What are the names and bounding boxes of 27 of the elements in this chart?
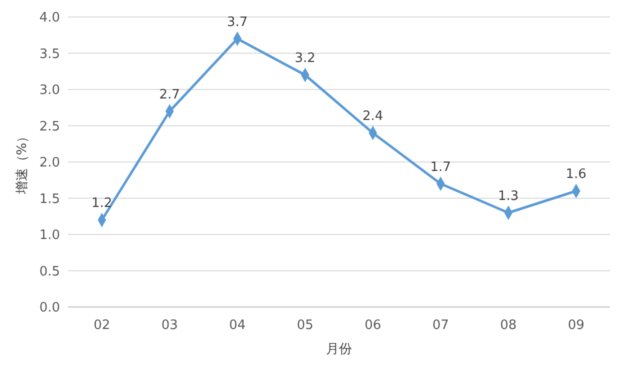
y-tick-label: 1.0 (39, 228, 60, 244)
y-tick-label: 3.0 (39, 83, 60, 98)
x-tick-label: 02 (94, 318, 110, 333)
x-tick-label: 09 (568, 318, 584, 333)
x-tick-label: 05 (296, 318, 314, 333)
data-label: 1.2 (92, 196, 112, 211)
x-tick-label: 07 (432, 318, 449, 333)
data-label: 1.7 (430, 160, 451, 175)
y-tick-label: 2.0 (39, 156, 60, 171)
data-label: 2.7 (159, 87, 180, 102)
y-axis-title: 增速（%） (15, 130, 30, 196)
x-tick-label: 08 (500, 318, 517, 333)
data-label: 3.7 (227, 14, 248, 30)
data-label: 3.2 (294, 51, 316, 66)
x-axis-title: 月份 (326, 342, 352, 357)
data-label: 2.4 (362, 109, 384, 124)
y-tick-label: 0.0 (39, 300, 60, 316)
data-label: 1.3 (498, 188, 519, 204)
x-tick-label: 03 (161, 318, 178, 333)
x-tick-label: 06 (364, 318, 382, 333)
y-tick-label: 3.5 (39, 46, 60, 62)
x-tick-label: 04 (229, 318, 246, 333)
data-label: 1.6 (566, 167, 586, 182)
y-tick-label: 0.5 (39, 264, 60, 280)
y-tick-label: 1.5 (39, 192, 60, 207)
y-tick-label: 4.0 (39, 10, 60, 26)
y-tick-label: 2.5 (39, 119, 60, 134)
